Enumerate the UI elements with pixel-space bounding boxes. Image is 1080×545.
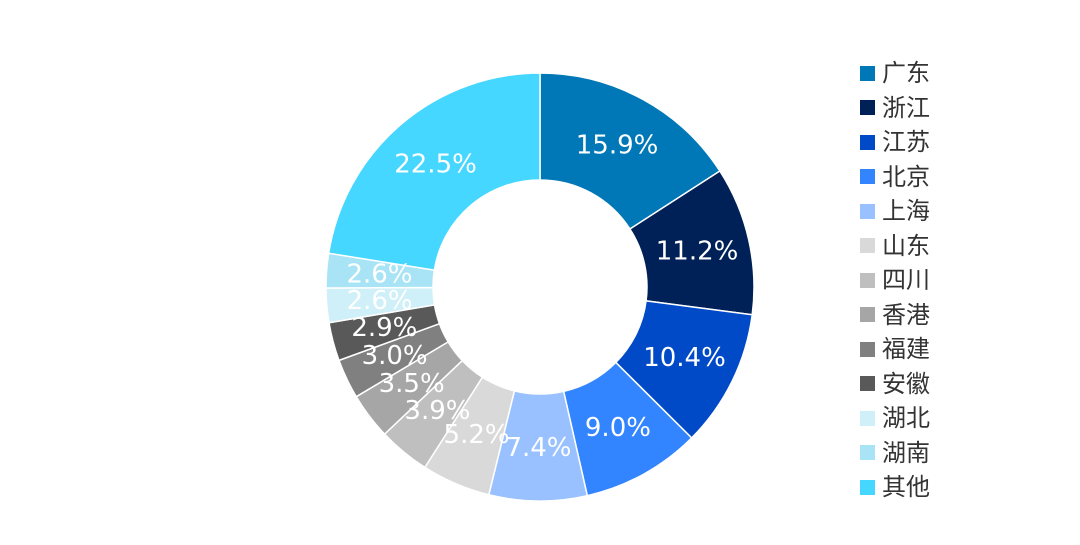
legend-label: 广东 [882,59,930,88]
legend-swatch [860,445,875,461]
legend-item: 福建 [860,332,1060,367]
legend: 广东浙江江苏北京上海山东四川香港福建安徽湖北湖南其他 [860,56,1060,505]
legend-item: 香港 [860,298,1060,333]
slice-value-label: 22.5% [394,150,477,180]
legend-label: 安徽 [882,369,930,398]
legend-item: 浙江 [860,91,1060,126]
legend-swatch [860,100,875,116]
slice-value-label: 5.2% [444,420,510,450]
legend-swatch [860,307,875,323]
legend-label: 四川 [882,266,930,295]
legend-label: 浙江 [882,93,930,122]
slice-value-label: 2.6% [346,260,412,290]
legend-swatch [860,272,875,288]
legend-swatch [860,376,875,392]
legend-swatch [860,134,875,150]
labels-group: 15.9%11.2%10.4%9.0%7.4%5.2%3.9%3.5%3.0%2… [346,131,738,463]
legend-label: 江苏 [882,128,930,157]
legend-label: 上海 [882,197,930,226]
slice-value-label: 2.9% [351,313,417,343]
legend-swatch [860,479,875,495]
legend-item: 湖南 [860,436,1060,471]
slice-value-label: 3.5% [379,369,445,399]
slice-12 [327,72,541,271]
slice-value-label: 15.9% [576,131,659,161]
legend-swatch [860,169,875,185]
legend-item: 北京 [860,160,1060,195]
slice-value-label: 9.0% [585,413,651,443]
legend-label: 香港 [882,300,930,329]
legend-item: 广东 [860,56,1060,91]
legend-label: 北京 [882,162,930,191]
legend-swatch [860,238,875,254]
legend-item: 山东 [860,229,1060,264]
slices-group [325,72,755,502]
legend-swatch [860,410,875,426]
slice-value-label: 3.9% [404,396,470,426]
legend-item: 四川 [860,263,1060,298]
legend-label: 其他 [882,473,930,502]
legend-swatch [860,65,875,81]
legend-item: 安徽 [860,367,1060,402]
legend-swatch [860,341,875,357]
slice-value-label: 2.6% [347,286,413,316]
legend-item: 江苏 [860,125,1060,160]
legend-item: 湖北 [860,401,1060,436]
legend-label: 福建 [882,335,930,364]
slice-value-label: 11.2% [656,237,739,267]
slice-value-label: 10.4% [643,343,726,373]
legend-label: 山东 [882,231,930,260]
slice-value-label: 7.4% [505,433,571,463]
legend-label: 湖南 [882,438,930,467]
legend-item: 上海 [860,194,1060,229]
slice-0 [539,72,721,231]
legend-swatch [860,203,875,219]
slice-value-label: 3.0% [362,341,428,371]
legend-item: 其他 [860,470,1060,505]
legend-label: 湖北 [882,404,930,433]
